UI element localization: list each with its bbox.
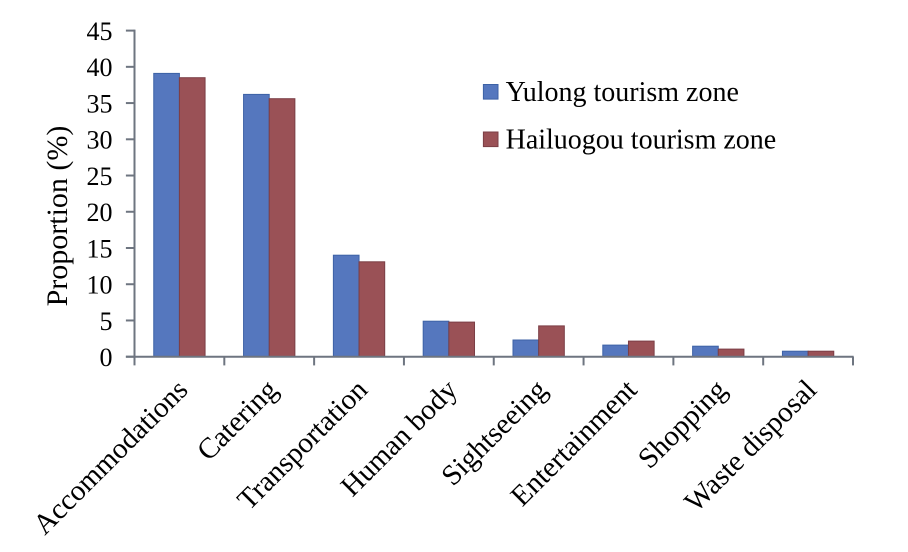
svg-text:5: 5	[100, 307, 113, 336]
svg-text:30: 30	[87, 126, 113, 155]
svg-text:35: 35	[87, 89, 113, 118]
svg-text:Yulong tourism zone: Yulong tourism zone	[506, 77, 739, 108]
svg-text:15: 15	[87, 234, 113, 263]
svg-text:10: 10	[87, 271, 113, 300]
svg-text:Proportion (%): Proportion (%)	[41, 126, 74, 307]
svg-text:40: 40	[87, 53, 113, 82]
svg-text:Hailuogou tourism zone: Hailuogou tourism zone	[506, 125, 777, 156]
svg-text:25: 25	[87, 162, 113, 191]
svg-text:20: 20	[87, 198, 113, 227]
svg-text:45: 45	[87, 17, 113, 46]
svg-text:0: 0	[100, 343, 113, 372]
